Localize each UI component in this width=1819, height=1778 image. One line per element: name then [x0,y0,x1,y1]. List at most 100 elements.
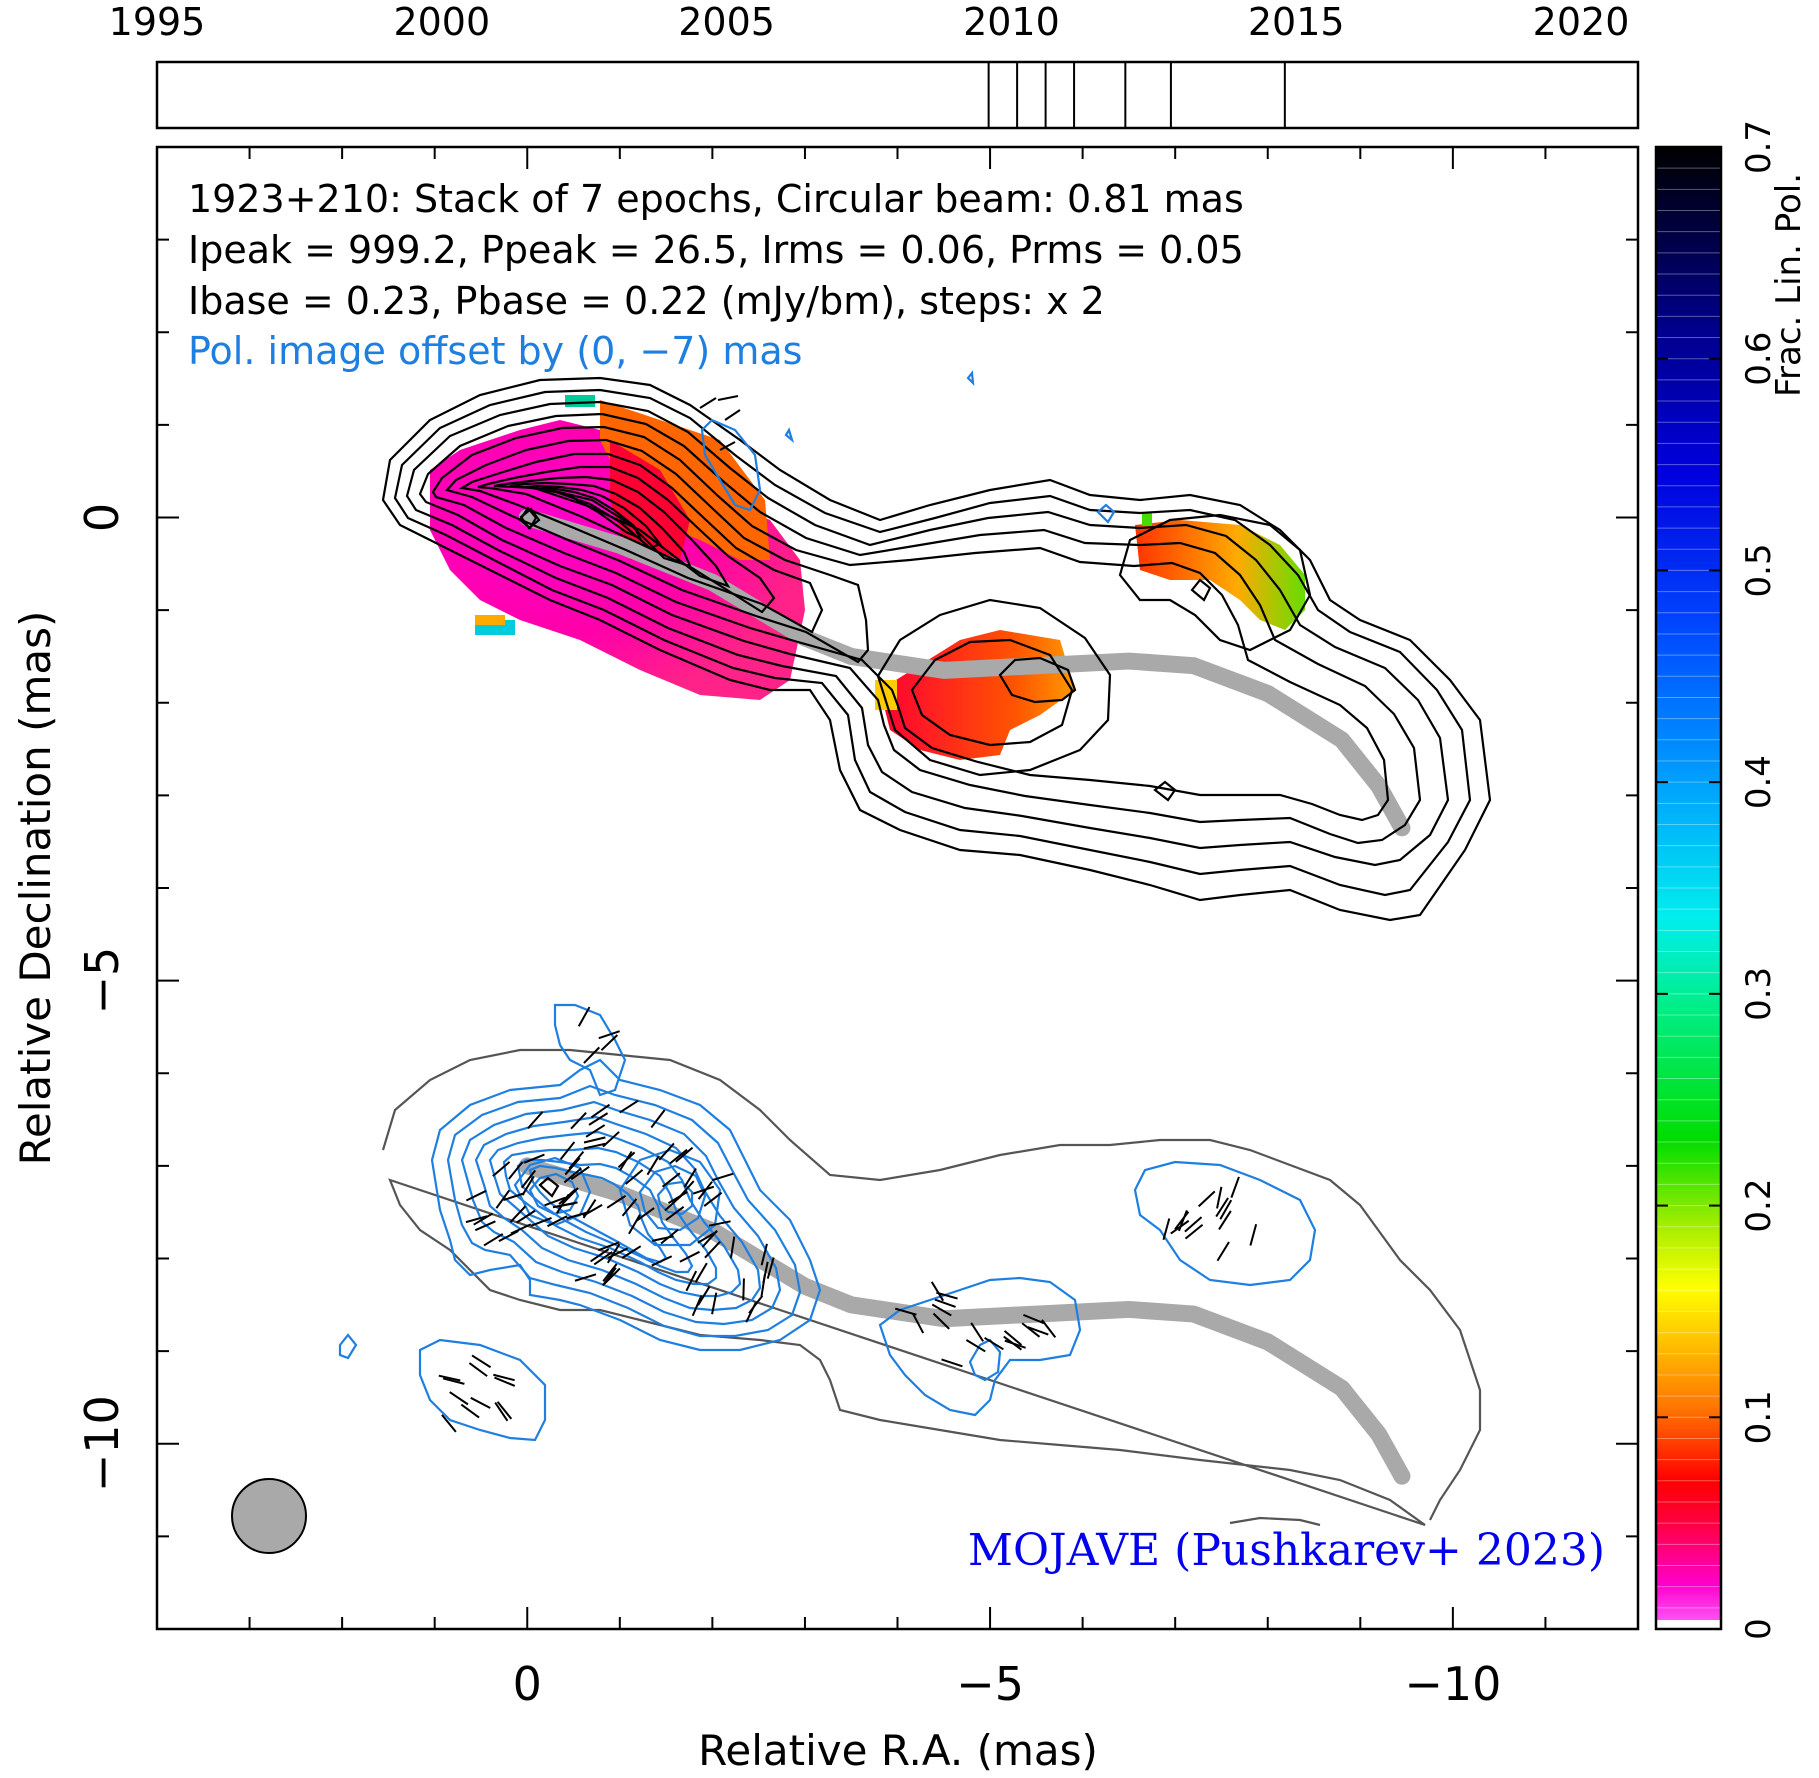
polarization-vector [473,1212,494,1226]
polarization-vector [544,1196,566,1207]
timeline-label: 1995 [109,0,206,44]
beam-ellipse [231,1478,307,1554]
colorbar-tick-label: 0.7 [1739,120,1779,174]
polarization-vector [564,1157,581,1176]
polarization-vector [583,1046,601,1064]
polarization-vector [679,1250,700,1263]
polarization-vector [602,1263,618,1282]
colorbar-tick-label: 0.6 [1739,332,1779,386]
polarization-vector [606,1243,621,1264]
axis-ticks [157,147,1638,1629]
polarization-vector [442,1377,465,1385]
polarization-vector [521,1169,537,1189]
polarization-vector [1023,1313,1045,1325]
polarization-vector [619,1099,639,1114]
colorbar-tick-label: 0.4 [1739,755,1779,809]
polarization-vector [1216,1186,1223,1209]
polarization-vector [566,1211,588,1220]
polarization-vector [577,1006,591,1027]
polarization-vector [1174,1211,1190,1230]
polarization-vector [651,1255,673,1267]
polarization-vector [675,1146,694,1163]
polarization-vector [932,1312,950,1330]
polarization-vector [1004,1339,1026,1349]
polarization-vector [697,1181,713,1200]
polarization-vector [492,1161,511,1177]
polarization-vector [729,1236,736,1259]
jet-ridgeline-lower [518,1157,1411,1485]
polarization-vector [930,1281,945,1302]
total-intensity-outer-contour-lower [381,1048,1482,1527]
polarization-vector [510,1223,532,1235]
polarization-vector [635,1207,655,1222]
polarization-vector [574,1273,597,1282]
x-tick-label: −10 [1404,1657,1501,1711]
timeline-label: 2020 [1533,0,1630,44]
polarization-vector [650,1109,666,1129]
colorbar-tick-label: 0.1 [1739,1390,1779,1444]
polarization-vector [1249,1224,1258,1246]
polarization-vector [449,1391,469,1406]
polarization-vector [661,1172,681,1188]
polarization-vector [582,1199,597,1219]
polarization-vector [624,1169,644,1185]
timeline-label: 2005 [678,0,775,44]
timeline-label: 2015 [1248,0,1345,44]
polarization-vector [646,1155,660,1176]
polarization-vector [583,1136,606,1144]
colorbar-white-base [1656,1620,1721,1629]
polarization-vector [965,1339,986,1353]
edge-pixel [565,395,595,407]
epoch-timeline: 1995 2000 2005 2010 2015 2020 [109,0,1640,130]
x-tick-labels: 0 −5 −10 [513,1657,1502,1711]
polarization-vector [1219,1199,1233,1220]
polarization-vector [494,1376,516,1387]
knot-edge-pixel [1142,512,1152,526]
polarization-vector [559,1141,576,1160]
colorbar-gradient [1656,147,1721,1629]
polarization-vector [683,1167,697,1188]
polarization-vector [742,1278,745,1301]
polarization-vector [1021,1322,1041,1338]
x-tick-label: −5 [956,1657,1024,1711]
polarization-vector [617,1151,636,1169]
polarization-vector [941,1358,963,1368]
outer-knot-polarization-patch [1135,520,1305,630]
polarization-vector [570,1111,587,1130]
jet-ridgeline-upper [518,509,1411,837]
polarization-vector [465,1215,488,1224]
polarization-vector [563,1167,582,1184]
x-axis-label: Relative R.A. (mas) [698,1726,1098,1775]
polarization-vector [474,1220,496,1232]
polarization-vector [483,1233,504,1247]
fractional-polarization-map [430,395,1305,760]
polarization-vector [495,1189,511,1209]
polarization-vector [590,1248,610,1263]
colorbar-tick-label: 0.3 [1739,967,1779,1021]
polarization-vector [468,1362,488,1377]
polarization-vector [936,1291,958,1300]
timeline-label: 2010 [963,0,1060,44]
polarization-vector [685,1270,698,1292]
y-axis-label: Relative Declination (mas) [11,611,60,1166]
polarization-vector [585,1124,606,1138]
polarization-vector [593,1251,613,1266]
jet-polarization-patch [600,400,770,560]
polarization-vector [984,1336,1004,1351]
y-tick-label: −10 [75,1395,129,1492]
polarization-vector [762,1261,769,1284]
polarization-vector [660,1228,679,1245]
polarization-vectors-lower [438,1006,1258,1433]
polarization-vector [590,1103,611,1119]
info-line-1: 1923+210: Stack of 7 epochs, Circular be… [188,177,1244,221]
polarization-vector [588,1112,609,1126]
polarization-vector [708,1220,731,1227]
x-tick-label: 0 [513,1657,542,1711]
polarization-vector [583,1142,606,1150]
polarization-vector [760,1243,768,1266]
polarization-vector [931,1303,952,1317]
polarization-vector [1003,1330,1023,1346]
polarization-vector [701,1230,718,1248]
polarization-vector [555,1201,578,1208]
